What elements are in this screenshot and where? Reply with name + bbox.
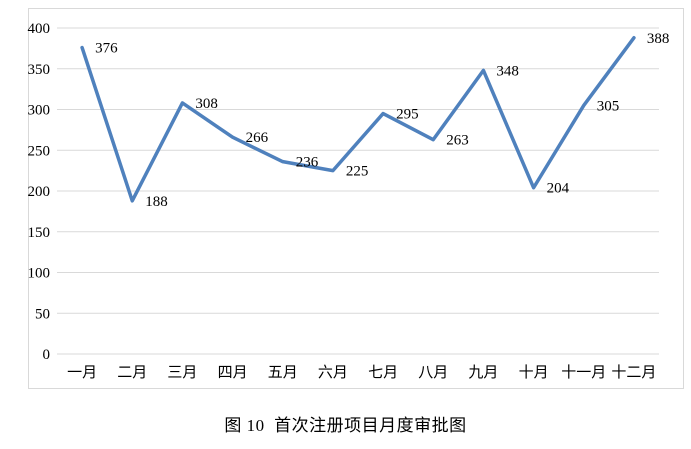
x-axis-tick-label: 九月: [468, 364, 498, 381]
data-point-label: 188: [145, 194, 168, 210]
y-axis-tick-label: 0: [43, 347, 51, 363]
data-point-label: 308: [195, 96, 218, 112]
y-axis-tick-label: 200: [28, 184, 51, 200]
x-axis-tick-label: 五月: [268, 365, 298, 381]
x-axis-tick-label: 二月: [117, 365, 147, 381]
x-axis-tick-label: 八月: [418, 365, 448, 381]
data-point-label: 376: [95, 41, 118, 57]
y-axis-tick-label: 150: [28, 225, 51, 241]
data-point-label: 348: [496, 63, 518, 79]
data-point-label: 305: [597, 98, 620, 114]
y-axis-tick-label: 250: [28, 143, 51, 159]
data-point-label: 263: [446, 133, 469, 149]
y-axis-tick-label: 350: [28, 62, 51, 78]
y-axis-tick-label: 400: [28, 21, 51, 37]
figure-caption: 图 10 首次注册项目月度审批图: [224, 416, 467, 435]
data-point-label: 225: [346, 164, 369, 180]
x-axis-tick-label: 十月: [519, 364, 549, 381]
x-axis-tick-label: 三月: [167, 365, 197, 381]
data-point-label: 388: [647, 31, 670, 47]
x-axis-tick-label: 四月: [218, 365, 248, 381]
chart-frame: [28, 8, 684, 389]
y-axis-tick-label: 300: [28, 103, 51, 119]
data-point-label: 236: [296, 155, 319, 171]
y-axis-tick-label: 100: [28, 266, 51, 282]
x-axis-tick-label: 十一月: [561, 364, 606, 381]
x-axis-tick-label: 一月: [67, 365, 97, 381]
y-axis-tick-label: 50: [35, 306, 50, 322]
data-series-line: [80, 36, 636, 203]
data-point-label: 266: [246, 130, 269, 146]
data-point-label: 295: [396, 107, 419, 123]
data-point-label: 204: [547, 181, 570, 197]
x-axis-tick-label: 六月: [318, 364, 348, 381]
x-axis-tick-label: 七月: [368, 364, 398, 381]
x-axis-tick-label: 十二月: [611, 364, 656, 381]
